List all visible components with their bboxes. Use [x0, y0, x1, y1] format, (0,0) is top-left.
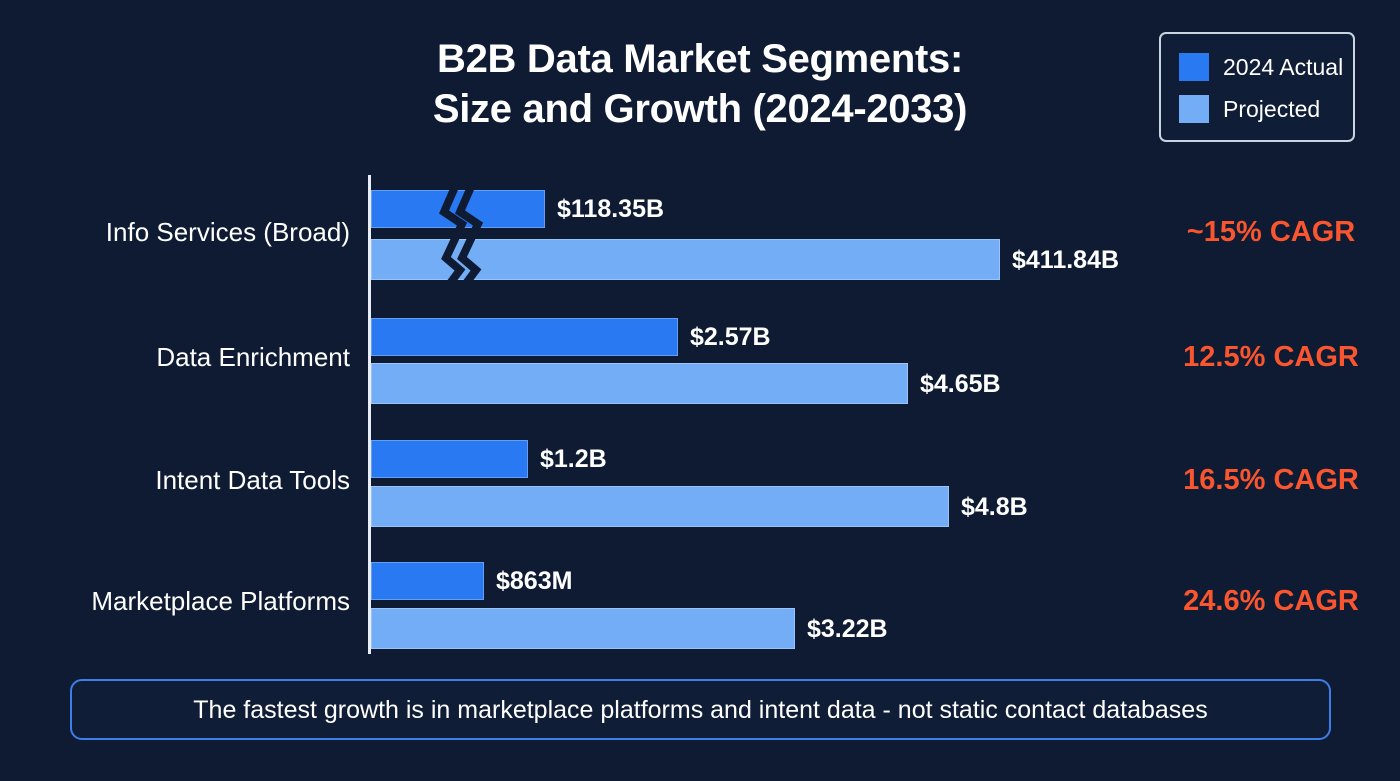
category-label-info-services: Info Services (Broad)	[105, 217, 350, 247]
cagr-annotation-intent-data-tools: 16.5% CAGR	[1183, 464, 1359, 496]
bar-actual-info-services[interactable]	[371, 190, 545, 228]
bar-projected-intent-data-tools[interactable]	[371, 486, 949, 527]
bar-value-projected-info-services: $411.84B	[1012, 245, 1120, 274]
bar-actual-intent-data-tools[interactable]	[371, 440, 528, 478]
bar-value-projected-intent-data-tools: $4.8B	[961, 492, 1028, 521]
footer-text: The fastest growth is in marketplace pla…	[193, 695, 1208, 724]
legend-label-projected: Projected	[1223, 95, 1321, 122]
bar-value-actual-intent-data-tools: $1.2B	[540, 445, 607, 473]
footer-callout: The fastest growth is in marketplace pla…	[70, 679, 1331, 740]
bar-value-actual-marketplace-platforms: $863M	[496, 567, 573, 595]
bar-actual-data-enrichment[interactable]	[371, 318, 678, 356]
category-label-intent-data-tools: Intent Data Tools	[155, 465, 350, 495]
bar-value-actual-info-services: $118.35B	[557, 195, 665, 223]
bar-value-projected-marketplace-platforms: $3.22B	[807, 614, 888, 643]
bar-actual-marketplace-platforms[interactable]	[371, 562, 484, 600]
category-label-marketplace-platforms: Marketplace Platforms	[91, 586, 350, 616]
bar-projected-data-enrichment[interactable]	[371, 363, 908, 404]
legend-label-actual: 2024 Actual	[1223, 53, 1344, 80]
bar-value-actual-data-enrichment: $2.57B	[690, 323, 771, 351]
bar-value-projected-data-enrichment: $4.65B	[920, 369, 1001, 398]
y-axis-line	[368, 175, 371, 654]
chart-legend: 2024 Actual Projected	[1159, 32, 1355, 142]
cagr-annotation-info-services: ~15% CAGR	[1186, 216, 1356, 248]
bar-projected-info-services[interactable]	[371, 239, 1000, 280]
cagr-annotation-marketplace-platforms: 24.6% CAGR	[1183, 585, 1359, 617]
category-label-data-enrichment: Data Enrichment	[156, 342, 350, 372]
bar-projected-marketplace-platforms[interactable]	[371, 608, 795, 649]
legend-swatch-actual-icon	[1179, 53, 1209, 81]
legend-item-actual[interactable]: 2024 Actual	[1179, 46, 1353, 88]
legend-item-projected[interactable]: Projected	[1179, 88, 1353, 130]
page-title: B2B Data Market Segments: Size and Growt…	[432, 37, 968, 131]
cagr-annotation-data-enrichment: 12.5% CAGR	[1183, 341, 1359, 373]
legend-swatch-projected-icon	[1179, 95, 1209, 123]
